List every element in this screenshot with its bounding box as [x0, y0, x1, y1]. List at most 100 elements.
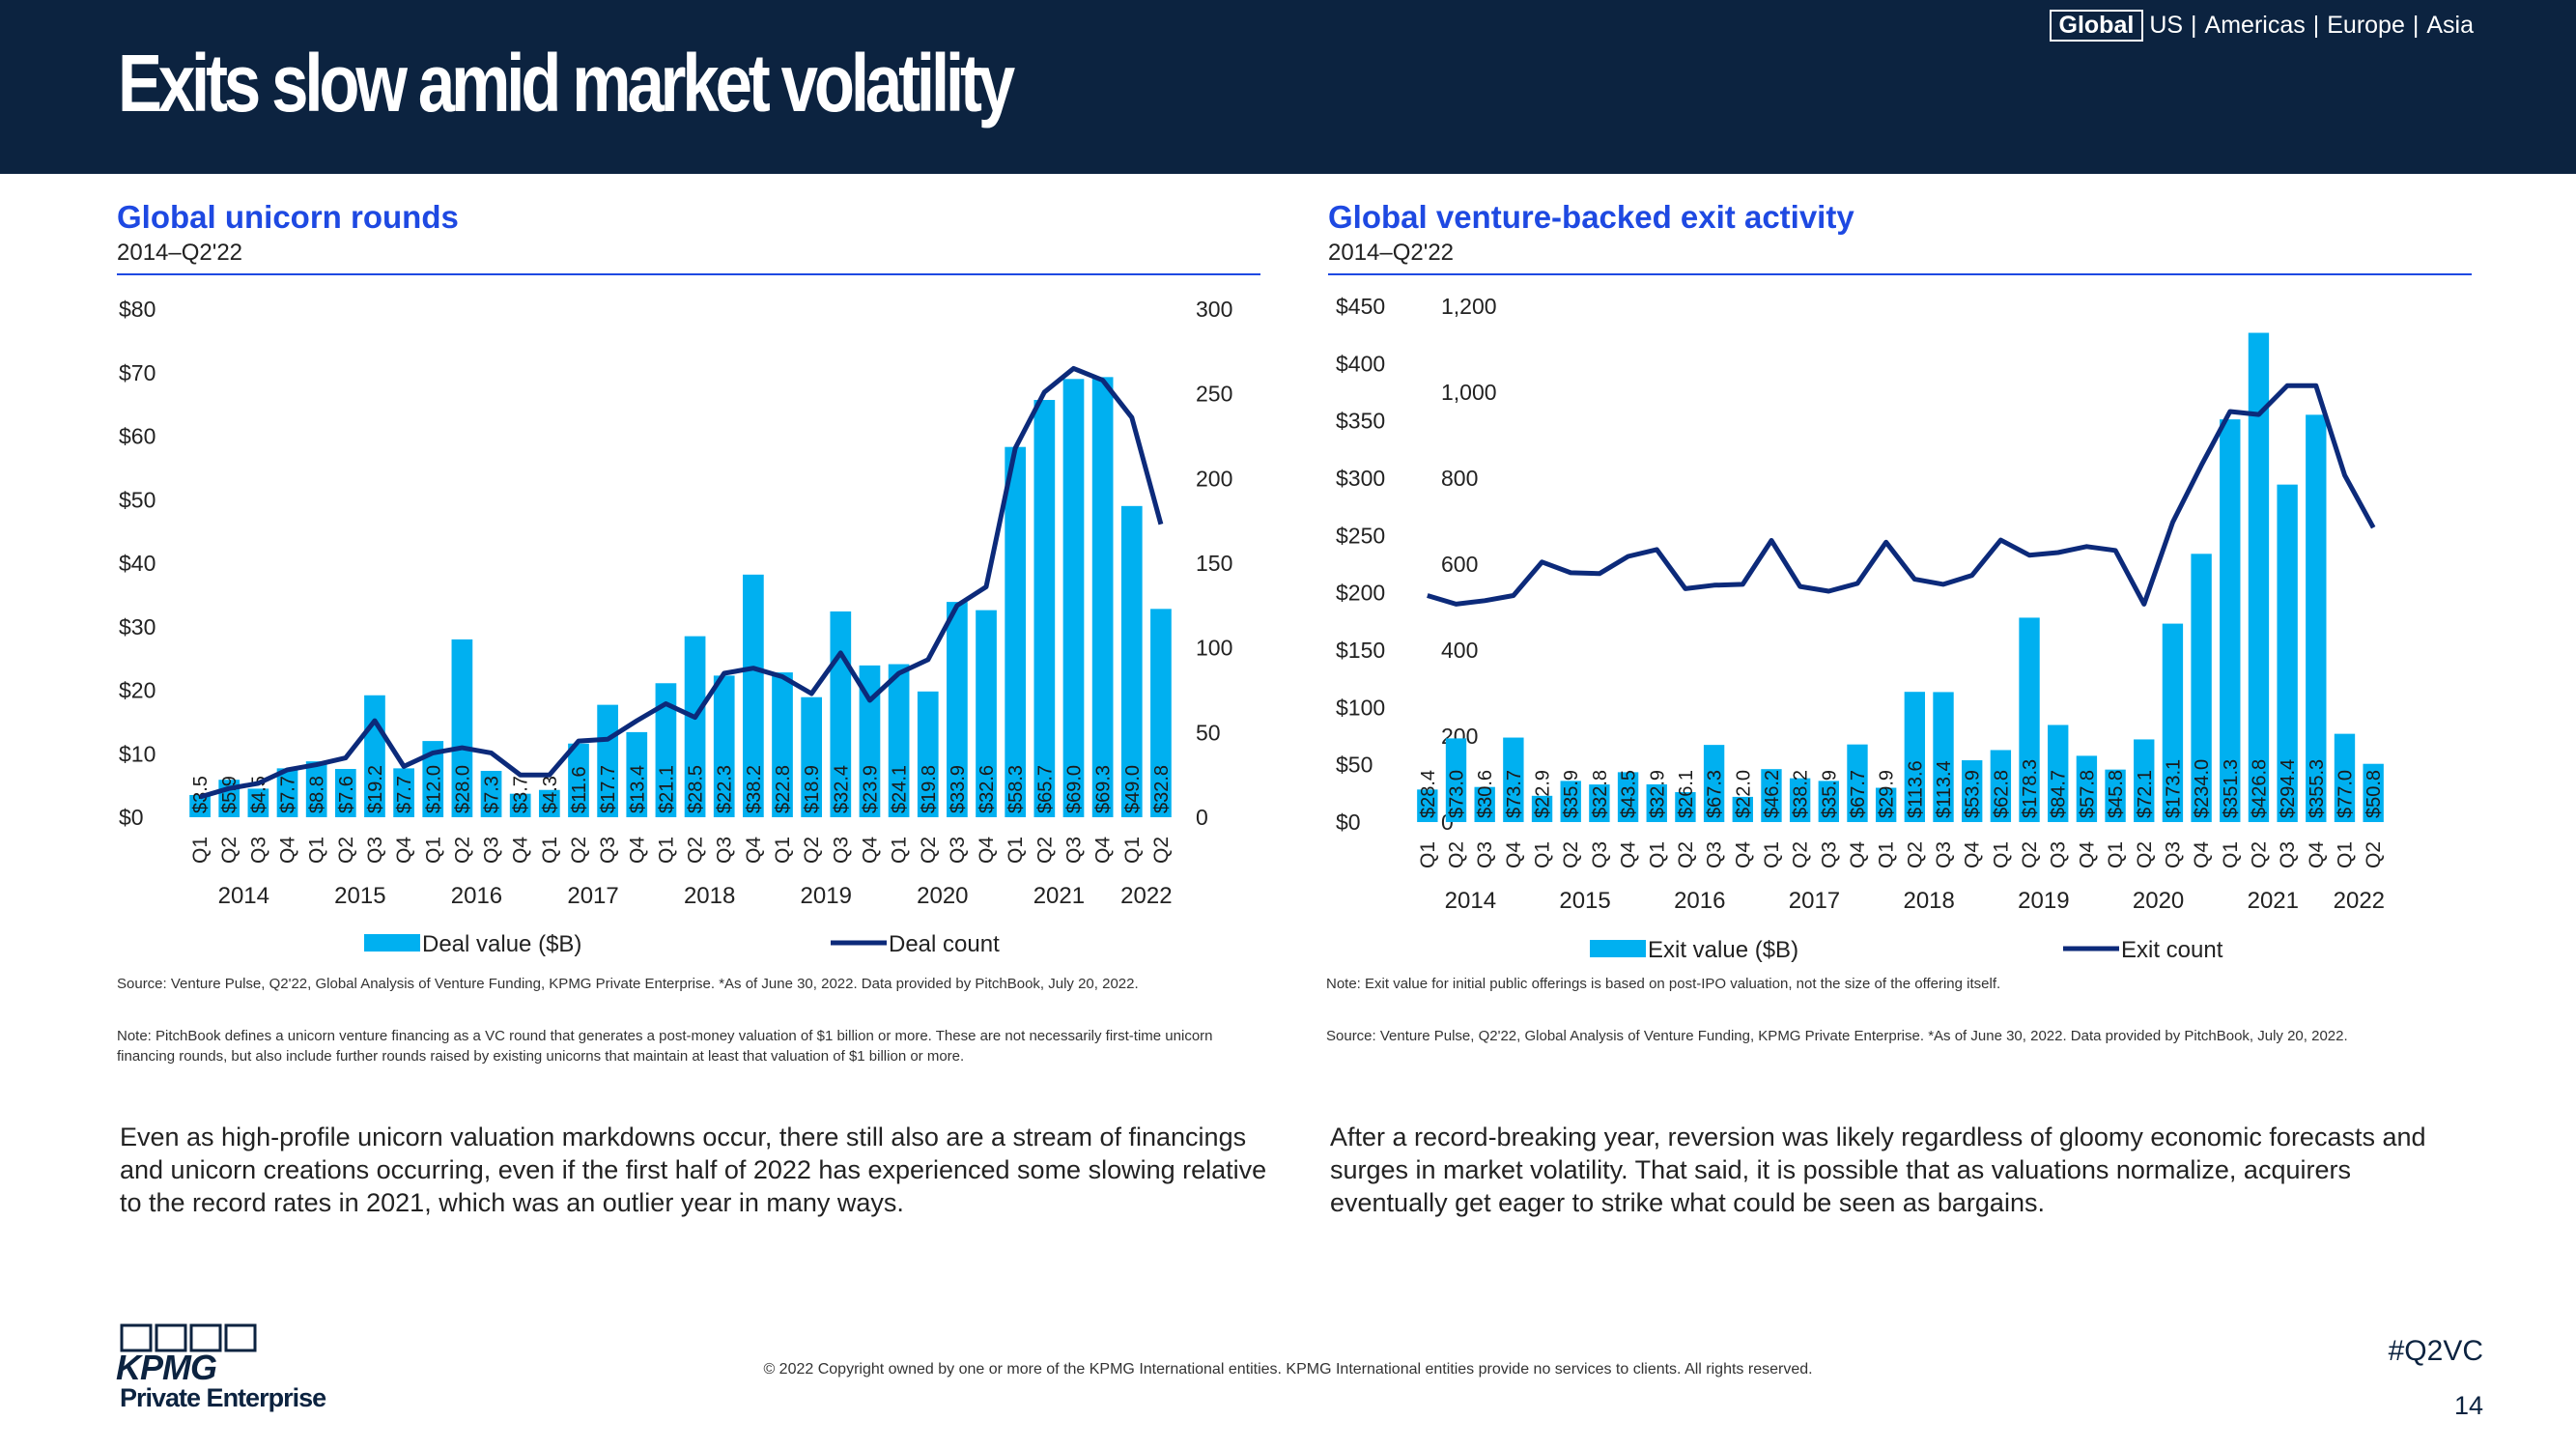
- right-chart-quarter-label: Q1: [1417, 841, 1439, 868]
- right-chart-bar-label: $426.8: [2249, 759, 2270, 818]
- left-chart-bar: [509, 793, 531, 817]
- left-chart-quarter-label: Q3: [714, 837, 736, 864]
- right-chart-quarter-label: Q3: [1589, 841, 1611, 868]
- right-source-note: Source: Venture Pulse, Q2'22, Global Ana…: [1326, 1028, 2348, 1044]
- right-chart-bar-label: $67.7: [1848, 770, 1869, 818]
- region-tab-us[interactable]: US: [2149, 12, 2184, 39]
- right-chart-bar: [1789, 778, 1811, 822]
- right-chart-bar-label: $26.1: [1676, 770, 1697, 818]
- region-tab-americas[interactable]: Americas: [2204, 12, 2306, 39]
- right-chart-year-label: 2019: [2018, 888, 2069, 914]
- left-chart-year-label: 2015: [334, 883, 385, 909]
- right-chart-quarter-label: Q3: [2048, 841, 2070, 868]
- left-chart-y-right-tick: 50: [1196, 720, 1221, 745]
- right-chart-bar: [1847, 744, 1868, 822]
- left-chart-y-left-tick: $50: [119, 487, 156, 512]
- left-chart-bar-label: $5.9: [219, 776, 241, 813]
- left-chart-bar: [568, 743, 589, 817]
- left-chart-bar-label: $28.0: [452, 765, 473, 813]
- left-chart-bar-label: $22.3: [715, 765, 736, 813]
- left-chart-quarter-label: Q2: [801, 837, 823, 864]
- right-chart-bar-label: $72.1: [2135, 770, 2156, 818]
- right-chart-quarter-label: Q3: [1818, 841, 1840, 868]
- right-chart-quarter-label: Q4: [1847, 841, 1869, 868]
- left-chart-quarter-label: Q3: [830, 837, 852, 864]
- left-chart-year-label: 2020: [917, 883, 968, 909]
- left-chart-quarter-label: Q4: [510, 837, 532, 864]
- logo-subtitle: Private Enterprise: [120, 1383, 326, 1412]
- left-chart-quarter-label: Q1: [889, 837, 911, 864]
- right-exit-note: Note: Exit value for initial public offe…: [1326, 976, 2001, 992]
- right-chart-legend-line-label: Exit count: [2121, 937, 2223, 963]
- left-chart-quarter-label: Q3: [1062, 837, 1085, 864]
- region-nav: Global US | Americas | Europe | Asia: [2049, 10, 2474, 42]
- region-tab-asia[interactable]: Asia: [2426, 12, 2474, 39]
- right-chart-quarter-label: Q1: [1990, 841, 2012, 868]
- right-chart-bar: [2220, 419, 2241, 822]
- right-chart-bar-label: $30.6: [1475, 770, 1496, 818]
- left-chart-bar-label: $12.0: [423, 765, 444, 813]
- left-chart-quarter-label: Q1: [539, 837, 561, 864]
- right-chart-quarter-label: Q2: [1790, 841, 1812, 868]
- left-chart-bar-label: $65.7: [1034, 765, 1056, 813]
- left-chart-legend-line-label: Deal count: [889, 931, 1000, 957]
- left-chart-bar-label: $17.7: [598, 765, 619, 813]
- left-chart-quarter-label: Q2: [1150, 837, 1173, 864]
- right-chart-quarter-label: Q3: [1704, 841, 1726, 868]
- right-chart-quarter-label: Q4: [1732, 841, 1754, 868]
- left-chart-quarter-label: Q3: [597, 837, 619, 864]
- right-chart-bar: [2048, 724, 2069, 822]
- right-chart-bar: [1818, 781, 1839, 822]
- left-chart-quarter-label: Q2: [568, 837, 590, 864]
- left-chart-bar: [451, 639, 473, 817]
- right-chart-quarter-label: Q1: [1646, 841, 1668, 868]
- right-chart-bar-label: $53.9: [1963, 770, 1984, 818]
- region-tab-global[interactable]: Global: [2049, 10, 2144, 42]
- right-chart-bar: [1646, 783, 1667, 822]
- right-chart-y-left-tick: $50: [1336, 753, 1373, 778]
- right-body-text: After a record-breaking year, reversion …: [1330, 1122, 2426, 1217]
- left-chart-bar: [655, 683, 677, 817]
- right-chart-quarter-label: Q3: [2162, 841, 2184, 868]
- right-chart-bar-label: $62.8: [1991, 770, 2012, 818]
- left-chart-bar: [189, 794, 211, 817]
- right-chart-bar: [1761, 769, 1782, 822]
- right-chart-bar: [1990, 750, 2012, 822]
- right-chart-bar: [1589, 784, 1610, 822]
- right-chart-quarter-label: Q4: [1962, 841, 1984, 868]
- left-chart-quarter-label: Q3: [947, 837, 969, 864]
- right-chart-year-label: 2022: [2334, 888, 2385, 914]
- right-chart-y-left-tick: $150: [1336, 638, 1385, 663]
- left-chart-bar: [976, 610, 997, 817]
- left-chart-year-label: 2022: [1120, 883, 1172, 909]
- region-tab-europe[interactable]: Europe: [2327, 12, 2405, 39]
- left-chart-bar: [1005, 446, 1027, 817]
- right-chart-bar: [1417, 789, 1438, 822]
- right-chart-bar-label: $46.2: [1762, 770, 1783, 818]
- right-chart-bar: [2076, 755, 2098, 822]
- left-chart-bar-label: $69.3: [1093, 765, 1115, 813]
- header-bar: [0, 0, 2576, 174]
- left-chart-bar: [772, 672, 793, 817]
- left-chart-bar-label: $7.3: [482, 776, 503, 813]
- right-chart-bar-label: $113.6: [1905, 760, 1926, 818]
- right-chart-bar: [1904, 692, 1926, 822]
- right-chart-bar: [2162, 623, 2184, 822]
- left-chart-subtitle: 2014–Q2'22: [117, 240, 243, 266]
- left-chart-bar-label: $22.8: [773, 765, 794, 813]
- right-chart-bar: [1474, 786, 1495, 822]
- left-chart-year-label: 2019: [801, 883, 852, 909]
- right-chart-bar-label: $73.7: [1504, 770, 1525, 818]
- right-chart-quarter-label: Q3: [1933, 841, 1955, 868]
- right-chart-y-left-tick: $350: [1336, 409, 1385, 434]
- right-chart-quarter-label: Q1: [1761, 841, 1783, 868]
- left-chart-bar-label: $7.7: [278, 776, 299, 813]
- right-chart-bar: [1617, 772, 1639, 822]
- right-chart-bar-label: $45.8: [2106, 770, 2127, 818]
- right-chart-quarter-label: Q2: [1904, 841, 1926, 868]
- left-chart-bar-label: $7.7: [394, 776, 415, 813]
- left-chart-bar-label: $33.9: [948, 765, 969, 813]
- right-chart-quarter-label: Q3: [2277, 841, 2299, 868]
- copyright: © 2022 Copyright owned by one or more of…: [763, 1361, 1813, 1378]
